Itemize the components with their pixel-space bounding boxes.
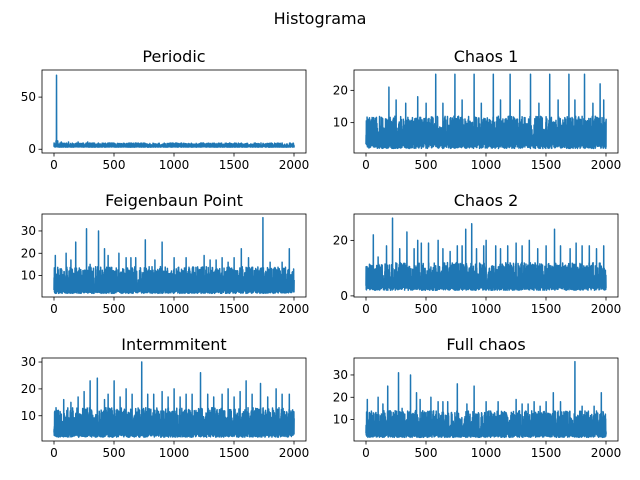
x-tick-label: 500: [415, 302, 438, 316]
x-tick-label: 2000: [591, 302, 622, 316]
y-tick-label: 30: [21, 355, 36, 369]
series-line-periodic: [53, 74, 295, 148]
x-tick-label: 0: [50, 158, 58, 172]
x-tick-label: 0: [50, 446, 58, 460]
subplot-title: Intermmitent: [121, 335, 226, 354]
series-line-chaos-1: [365, 73, 607, 150]
y-tick-label: 50: [21, 90, 36, 104]
x-tick-label: 1000: [159, 302, 190, 316]
x-tick-label: 0: [50, 302, 58, 316]
subplot-title: Chaos 1: [454, 47, 519, 66]
x-tick-label: 1000: [471, 446, 502, 460]
x-tick-label: 1000: [159, 158, 190, 172]
x-tick-label: 0: [362, 446, 370, 460]
x-tick-label: 500: [103, 446, 126, 460]
series-line-feigenbaun-point: [53, 216, 295, 295]
x-tick-label: 1000: [471, 302, 502, 316]
series-line-chaos-2: [365, 217, 607, 292]
x-tick-label: 1500: [531, 158, 562, 172]
subplot-chaos-1: Chaos 1 0 500 1000 1500 2000 10 20: [333, 47, 622, 172]
y-tick-label: 10: [21, 409, 36, 423]
x-tick-label: 1500: [219, 302, 250, 316]
x-tick-label: 1000: [471, 158, 502, 172]
y-tick-label: 20: [333, 390, 348, 404]
y-tick-label: 20: [21, 246, 36, 260]
x-tick-label: 1500: [219, 446, 250, 460]
series-line-intermmitent: [53, 361, 295, 438]
y-tick-label: 0: [340, 289, 348, 303]
x-tick-label: 0: [362, 158, 370, 172]
x-tick-label: 1500: [219, 158, 250, 172]
x-tick-label: 1500: [531, 446, 562, 460]
x-tick-label: 500: [103, 158, 126, 172]
y-tick-label: 10: [333, 413, 348, 427]
x-tick-label: 2000: [279, 446, 310, 460]
subplot-full-chaos: Full chaos 0 500 1000 1500 2000 10 20 30: [333, 335, 622, 460]
subplot-title: Feigenbaun Point: [105, 191, 243, 210]
x-tick-label: 1000: [159, 446, 190, 460]
subplot-title: Periodic: [142, 47, 205, 66]
y-tick-label: 10: [21, 269, 36, 283]
subplot-intermmitent: Intermmitent 0 500 1000 1500 2000 10 20 30: [21, 335, 310, 460]
x-tick-label: 2000: [591, 446, 622, 460]
x-tick-label: 1500: [531, 302, 562, 316]
subplot-feigenbaun-point: Feigenbaun Point 0 500 1000 1500 2000 10 20 30: [21, 191, 310, 316]
y-tick-label: 20: [21, 382, 36, 396]
y-tick-label: 20: [333, 233, 348, 247]
subplot-title: Chaos 2: [454, 191, 519, 210]
x-tick-label: 500: [415, 446, 438, 460]
y-tick-label: 0: [28, 142, 36, 156]
y-tick-label: 30: [21, 224, 36, 238]
x-tick-label: 500: [415, 158, 438, 172]
subplot-title: Full chaos: [446, 335, 525, 354]
y-tick-label: 10: [333, 116, 348, 130]
y-tick-label: 30: [333, 368, 348, 382]
x-tick-label: 2000: [279, 302, 310, 316]
x-tick-label: 2000: [591, 158, 622, 172]
subplot-periodic: Periodic 0 500 1000 1500 2000 0 50: [21, 47, 310, 172]
subplot-chaos-2: Chaos 2 0 500 1000 1500 2000 0 20: [333, 191, 622, 316]
figure-title: Histograma: [274, 9, 367, 28]
x-tick-label: 500: [103, 302, 126, 316]
x-tick-label: 2000: [279, 158, 310, 172]
y-tick-label: 20: [333, 83, 348, 97]
x-tick-label: 0: [362, 302, 370, 316]
series-line-full-chaos: [365, 360, 607, 439]
